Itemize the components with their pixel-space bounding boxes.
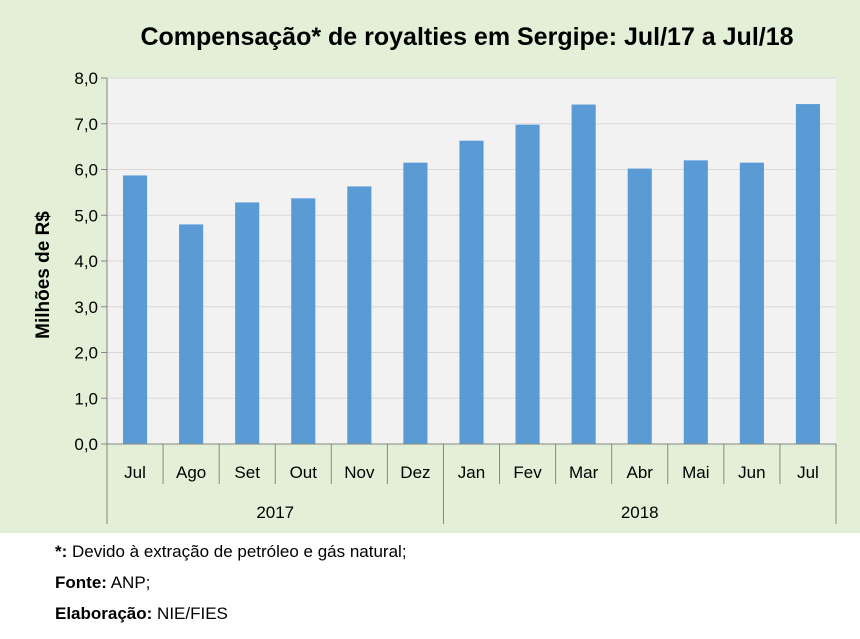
y-tick-label: 8,0	[74, 69, 98, 88]
y-tick-label: 5,0	[74, 206, 98, 225]
bar-jun-11	[739, 162, 764, 444]
bar-jan-6	[459, 140, 484, 445]
x-tick-label: Dez	[400, 463, 430, 482]
x-tick-label: Fev	[513, 463, 542, 482]
y-axis-label: Milhões de R$	[33, 211, 54, 339]
x-tick-label: Jun	[738, 463, 765, 482]
footnote-source-text: ANP;	[106, 573, 151, 592]
x-tick-label: Set	[234, 463, 260, 482]
x-tick-label: Abr	[626, 463, 653, 482]
footnote-asterisk-key: *:	[55, 542, 68, 561]
x-tick-label: Mar	[569, 463, 599, 482]
y-tick-label: 6,0	[74, 161, 98, 180]
chart-title: Compensação* de royalties em Sergipe: Ju…	[140, 23, 793, 51]
y-tick-label: 4,0	[74, 252, 98, 271]
bar-fev-7	[515, 124, 540, 444]
y-tick-label: 3,0	[74, 298, 98, 317]
bar-jul-0	[122, 175, 148, 444]
y-tick-label: 1,0	[74, 389, 98, 408]
bar-dez-5	[403, 162, 428, 444]
footnote-asterisk-text: Devido à extração de petróleo e gás natu…	[67, 542, 407, 561]
x-tick-label: Mai	[682, 463, 709, 482]
bar-set-2	[235, 202, 260, 444]
footnote-asterisk: *: Devido à extração de petróleo e gás n…	[55, 536, 845, 567]
x-tick-label: Jul	[124, 463, 146, 482]
bar-out-3	[291, 198, 316, 444]
bar-ago-1	[179, 224, 204, 444]
x-tick-label: Nov	[344, 463, 375, 482]
bar-mar-8	[571, 104, 596, 444]
group-label-2017: 2017	[256, 503, 294, 522]
axes: 0,0 1,0 2,0 3,0 4,0 5,0 6,0 7,0 8,0 Jul Ago Set Out N…	[74, 69, 837, 524]
footnote-credit-key: Elaboração:	[55, 604, 153, 623]
bar-mai-10	[683, 160, 708, 444]
x-tick-label: Jan	[458, 463, 485, 482]
bar-jul-12	[795, 104, 821, 444]
y-tick-label: 0,0	[74, 435, 98, 454]
footnote-credit-text: NIE/FIES	[152, 604, 228, 623]
footnote-source-key: Fonte:	[55, 573, 107, 592]
y-tick-label: 2,0	[74, 344, 98, 363]
x-tick-label: Jul	[797, 463, 819, 482]
group-label-2018: 2018	[621, 503, 659, 522]
y-tick-label: 7,0	[74, 115, 98, 134]
bar-nov-4	[347, 186, 372, 445]
x-tick-label: Ago	[176, 463, 206, 482]
footnote-source: Fonte: ANP;	[55, 567, 845, 598]
bar-abr-9	[627, 168, 652, 444]
footnote-credit: Elaboração: NIE/FIES	[55, 598, 845, 629]
footnotes: *: Devido à extração de petróleo e gás n…	[55, 536, 845, 629]
bars	[122, 104, 821, 445]
x-tick-label: Out	[290, 463, 318, 482]
chart-area: Compensação* de royalties em Sergipe: Ju…	[0, 0, 860, 533]
bar-chart: Compensação* de royalties em Sergipe: Ju…	[33, 23, 837, 524]
